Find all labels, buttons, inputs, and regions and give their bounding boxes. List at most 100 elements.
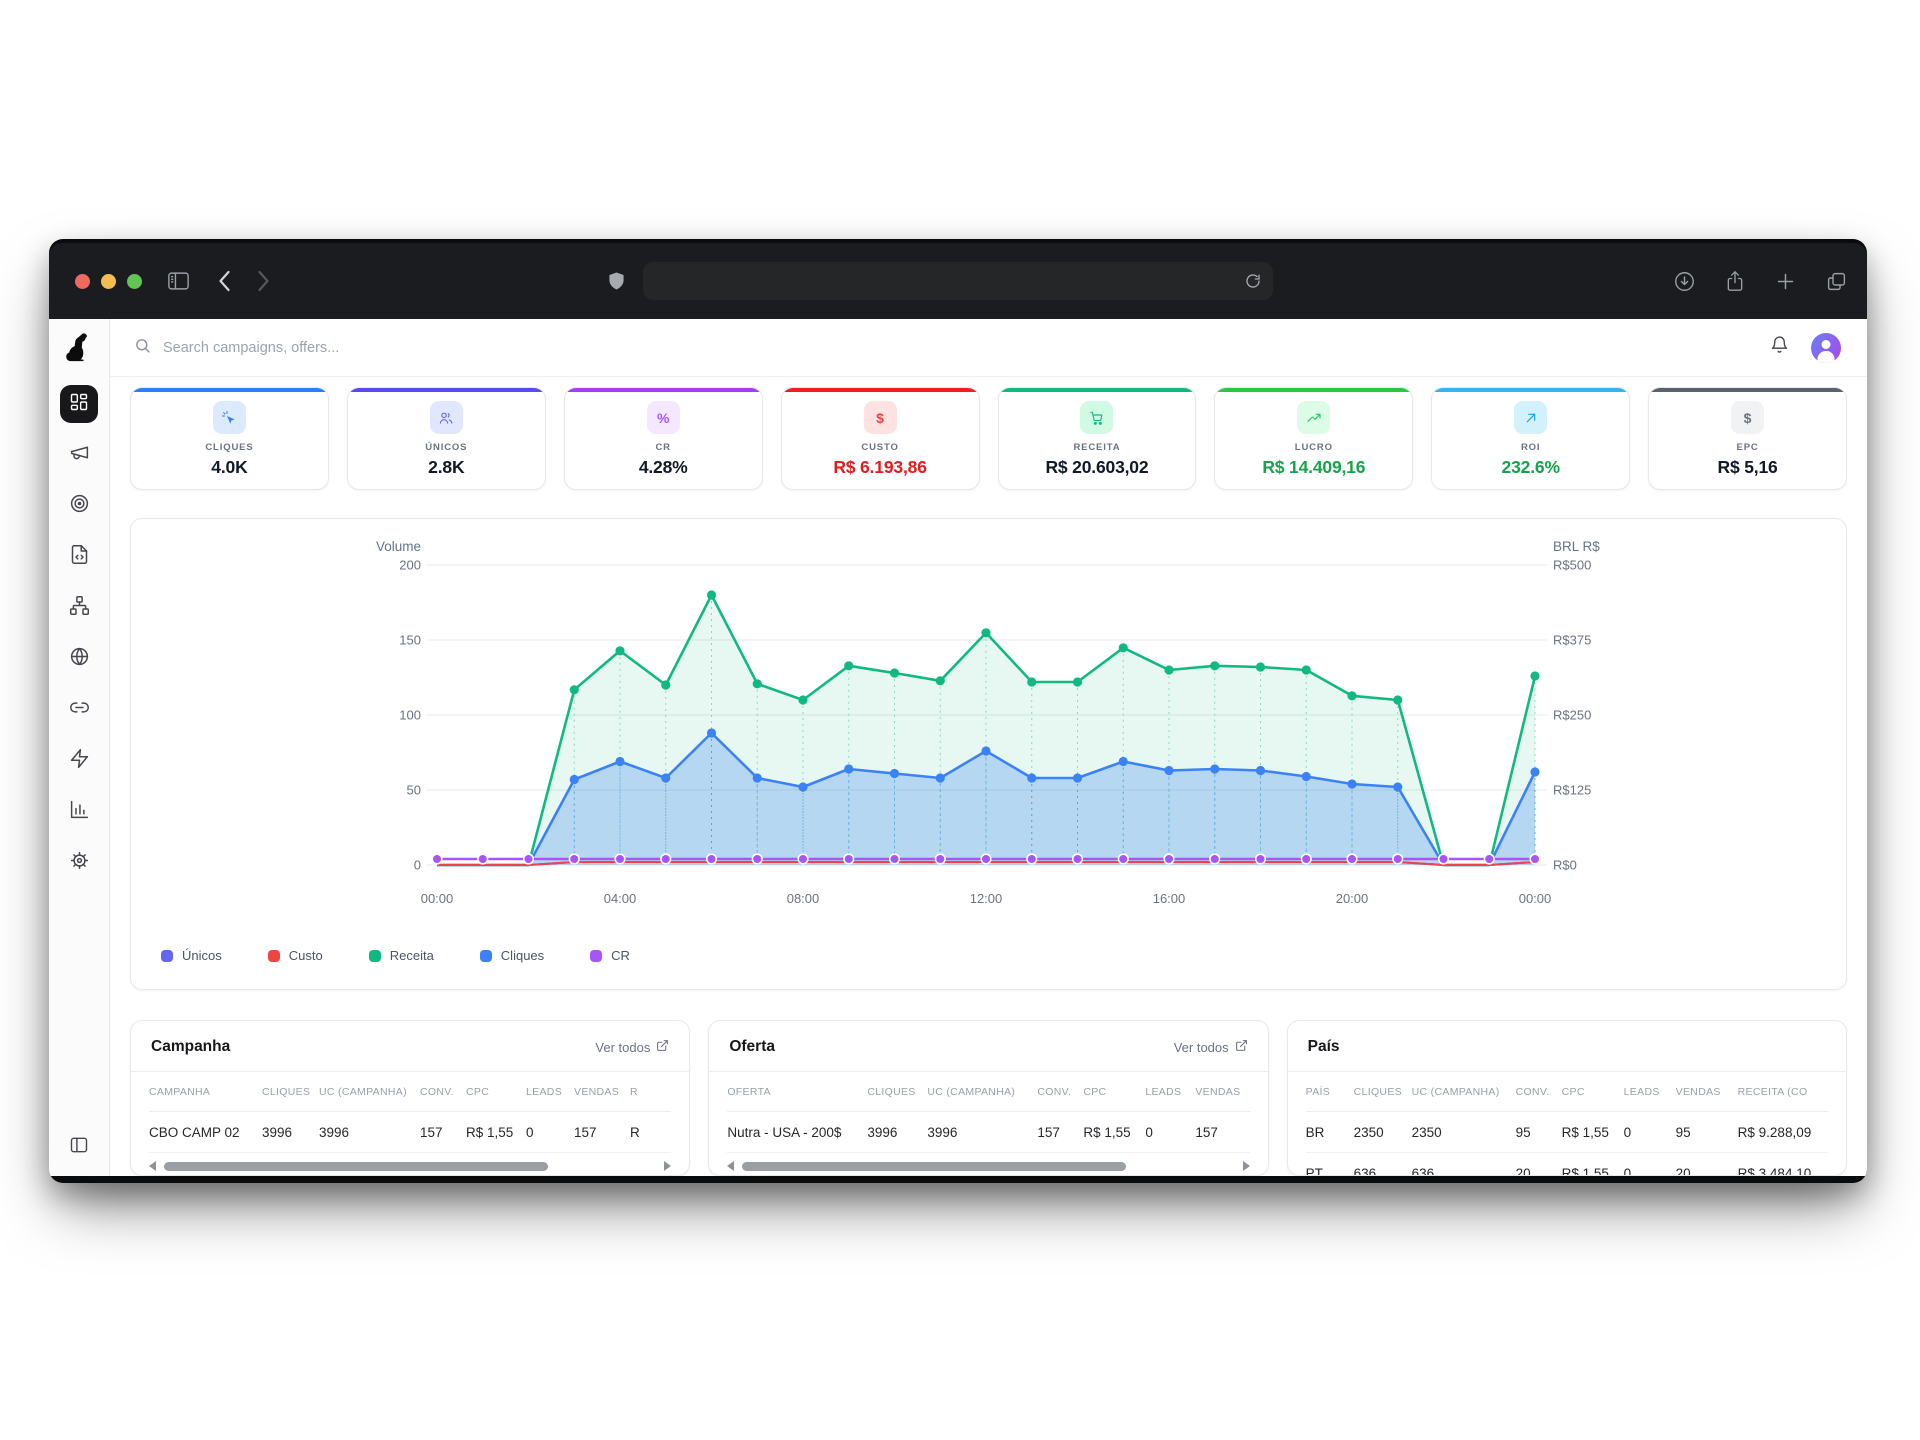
svg-text:R$500: R$500 (1553, 558, 1591, 573)
table-title: País (1307, 1038, 1340, 1055)
scrollbar-track[interactable] (164, 1161, 656, 1171)
ver-todos-link[interactable]: Ver todos (1174, 1039, 1248, 1055)
sidebar-item-globe[interactable] (60, 640, 98, 678)
search-icon (134, 337, 151, 359)
shield-icon[interactable] (608, 271, 625, 291)
scrollbar-thumb[interactable] (164, 1161, 549, 1171)
table-cell: Nutra - USA - 200$ (727, 1124, 842, 1140)
sidebar-item-hierarchy[interactable] (60, 589, 98, 627)
kpi-value: 232.6% (1501, 457, 1560, 477)
legend-swatch (479, 949, 492, 962)
table-cell: PT (1305, 1165, 1323, 1176)
sidebar-item-settings[interactable] (60, 844, 98, 882)
legend-item-cliques[interactable]: Cliques (479, 948, 544, 963)
reload-icon[interactable] (1245, 273, 1261, 289)
legend-swatch (368, 949, 381, 962)
table-card-oferta: Oferta Ver todos OFERTA CLIQUES UC (CAMPANHA… (708, 1020, 1269, 1176)
table: OFERTA CLIQUES UC (CAMPANHA) CONV. CPC LEADS V… (709, 1072, 1267, 1153)
column-header: PAÍS (1305, 1085, 1331, 1098)
sidebar-item-megaphone[interactable] (60, 436, 98, 474)
minimize-button[interactable] (101, 273, 116, 289)
sidebar-item-file-code[interactable] (60, 538, 98, 576)
kpi-card-receita: RECEITA R$ 20.603,02 (997, 387, 1197, 490)
scroll-right-icon[interactable] (1242, 1161, 1250, 1171)
scroll-left-icon[interactable] (149, 1161, 156, 1171)
tab-overview-icon[interactable] (1826, 271, 1847, 292)
legend-item-receita[interactable]: Receita (368, 948, 434, 963)
kpi-accent-bar (1215, 388, 1413, 392)
search-box[interactable] (134, 337, 1770, 359)
sidebar-item-dashboard[interactable] (60, 385, 98, 423)
kpi-accent-bar (781, 388, 979, 392)
external-link-icon (656, 1039, 669, 1055)
scrollbar-thumb[interactable] (742, 1161, 1127, 1171)
avatar[interactable] (1811, 332, 1841, 363)
svg-text:200: 200 (399, 558, 421, 573)
kpi-label: LUCRO (1294, 442, 1333, 453)
table-card-header: Campanha Ver todos (131, 1021, 690, 1072)
kpi-card-roi: ROI 232.6% (1431, 387, 1631, 490)
arrow-up-right-icon (1514, 401, 1548, 434)
cart-icon (1080, 401, 1114, 434)
volume-chart-card: 0 R$0 50 R$125 100 R$250 150 R$375 200 R$500 Volum… (130, 518, 1847, 990)
sidebar-item-target[interactable] (60, 487, 98, 525)
scroll-right-icon[interactable] (664, 1161, 672, 1171)
kpi-card-cliques: CLIQUES 4.0K (130, 387, 329, 490)
ver-todos-link[interactable]: Ver todos (595, 1039, 669, 1055)
table-row: Nutra - USA - 200$ 3996 3996 157 R$ 1,55 0 157 (727, 1112, 1250, 1153)
settings-icon (69, 850, 90, 876)
kpi-label: ROI (1520, 442, 1541, 453)
window-controls (75, 273, 142, 289)
kpi-card-cr: % CR 4.28% (563, 387, 763, 490)
kpi-label: EPC (1736, 442, 1759, 453)
kpi-accent-bar (131, 388, 328, 392)
sidebar-toggle-icon[interactable] (168, 272, 189, 290)
url-bar[interactable] (643, 262, 1273, 300)
svg-text:R$125: R$125 (1553, 783, 1591, 798)
sidebar-item-zap[interactable] (60, 742, 98, 780)
svg-text:08:00: 08:00 (787, 891, 820, 906)
app-sidebar (49, 319, 110, 1176)
back-icon[interactable] (217, 270, 232, 292)
legend-label: Únicos (182, 948, 222, 963)
kpi-value: 2.8K (428, 457, 465, 477)
toolbar-actions (1674, 270, 1847, 292)
kpi-accent-bar (1432, 388, 1630, 392)
sidebar-item-bar-chart[interactable] (60, 793, 98, 831)
legend-item-únicos[interactable]: Únicos (161, 948, 222, 963)
svg-text:150: 150 (399, 633, 421, 648)
sidebar-item-link[interactable] (60, 691, 98, 729)
scroll-left-icon[interactable] (727, 1161, 735, 1171)
zoom-button[interactable] (127, 273, 142, 289)
column-header: UC (CAMPANHA) (927, 1085, 1016, 1098)
link-icon (69, 697, 90, 723)
table: CAMPANHA CLIQUES UC (CAMPANHA) CONV. CPC LEAD… (131, 1072, 689, 1153)
svg-text:0: 0 (414, 858, 421, 873)
table-cell: 157 (574, 1124, 597, 1140)
legend-item-cr[interactable]: CR (590, 948, 630, 963)
share-icon[interactable] (1725, 270, 1745, 292)
svg-text:R$0: R$0 (1553, 858, 1577, 873)
legend-item-custo[interactable]: Custo (267, 948, 323, 963)
column-header: UC (CAMPANHA) (319, 1085, 407, 1098)
table-title: Oferta (729, 1038, 775, 1055)
scrollbar-track[interactable] (742, 1161, 1234, 1171)
dollar-icon: $ (863, 401, 897, 434)
target-icon (69, 493, 90, 519)
trending-up-icon (1297, 401, 1331, 434)
search-input[interactable] (163, 339, 583, 356)
panel-toggle-icon[interactable] (60, 1126, 98, 1164)
svg-text:12:00: 12:00 (970, 891, 1003, 906)
forward-icon[interactable] (256, 270, 271, 292)
kpi-label: RECEITA (1073, 442, 1121, 453)
new-tab-icon[interactable] (1775, 271, 1796, 292)
svg-text:16:00: 16:00 (1153, 891, 1186, 906)
close-button[interactable] (75, 273, 90, 289)
svg-text:R$250: R$250 (1553, 708, 1591, 723)
column-header: CLIQUES (1353, 1085, 1402, 1098)
column-header: R (630, 1085, 638, 1098)
table-header-row: OFERTA CLIQUES UC (CAMPANHA) CONV. CPC LEADS V… (727, 1072, 1250, 1112)
table-cell: R$ 1,55 (1083, 1124, 1131, 1140)
bell-icon[interactable] (1770, 335, 1789, 360)
download-icon[interactable] (1674, 271, 1695, 292)
